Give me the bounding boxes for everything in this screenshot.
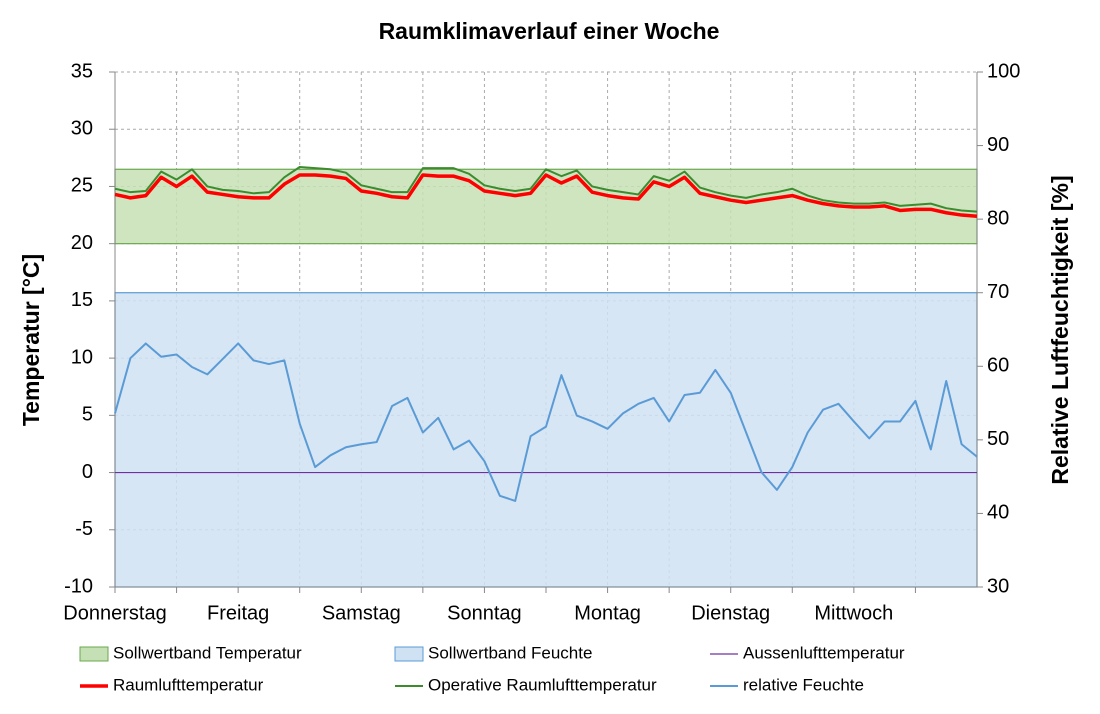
series-line xyxy=(114,173,978,218)
y2-tick-label: 30 xyxy=(987,575,1009,597)
x-tick-label: Mittwoch xyxy=(814,602,893,624)
legend-swatch xyxy=(394,646,424,662)
legend-swatch xyxy=(79,646,109,662)
y-tick-label: 20 xyxy=(71,232,93,254)
y-tick-label: 25 xyxy=(71,175,93,197)
y2-tick-label: 60 xyxy=(987,355,1009,377)
y-tick-label: 30 xyxy=(71,118,93,140)
band xyxy=(114,292,978,588)
y2-axis-label: Relative Luftfeuchtigkeit [%] xyxy=(1047,175,1073,484)
y-tick-label: 35 xyxy=(71,60,93,82)
legend-label: Aussenlufttemperatur xyxy=(743,643,905,662)
y-tick-label: 5 xyxy=(82,404,93,426)
y-tick-label: -5 xyxy=(75,518,93,540)
legend-label: Raumlufttemperatur xyxy=(113,675,264,694)
x-tick-label: Donnerstag xyxy=(63,602,166,624)
y2-tick-label: 50 xyxy=(987,428,1009,450)
y-tick-label: 10 xyxy=(71,346,93,368)
y2-tick-label: 80 xyxy=(987,207,1009,229)
x-tick-label: Freitag xyxy=(207,602,269,624)
legend-label: Sollwertband Temperatur xyxy=(113,643,302,662)
y2-tick-label: 40 xyxy=(987,502,1009,524)
legend-label: relative Feuchte xyxy=(743,675,864,694)
x-tick-label: Sonntag xyxy=(447,602,522,624)
y2-tick-label: 100 xyxy=(987,60,1020,82)
chart-title: Raumklimaverlauf einer Woche xyxy=(379,18,720,44)
legend-label: Sollwertband Feuchte xyxy=(428,643,592,662)
legend-label: Operative Raumlufttemperatur xyxy=(428,675,657,694)
y-tick-label: 0 xyxy=(82,461,93,483)
y-tick-label: -10 xyxy=(64,575,93,597)
series-line xyxy=(114,342,978,502)
y2-tick-label: 90 xyxy=(987,134,1009,156)
y2-tick-label: 70 xyxy=(987,281,1009,303)
x-tick-label: Samstag xyxy=(322,602,401,624)
y-tick-label: 15 xyxy=(71,289,93,311)
series-line xyxy=(114,165,978,213)
y-axis-label: Temperatur [°C] xyxy=(18,254,44,426)
x-tick-label: Montag xyxy=(574,602,641,624)
x-tick-label: Dienstag xyxy=(691,602,770,624)
